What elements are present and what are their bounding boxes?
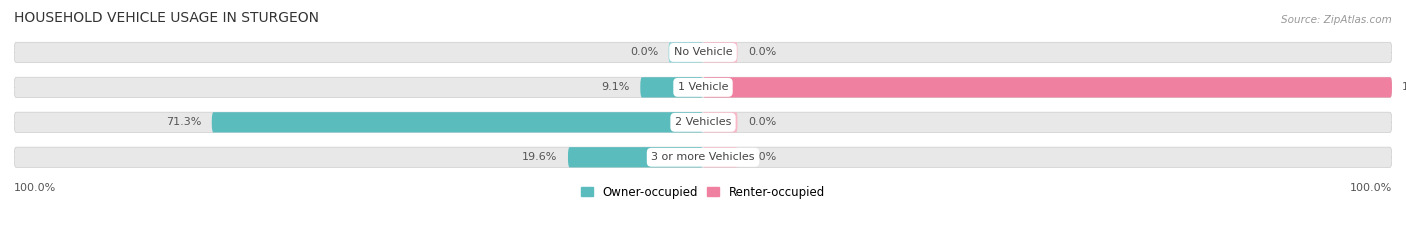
FancyBboxPatch shape xyxy=(568,147,703,167)
Text: 71.3%: 71.3% xyxy=(166,117,201,127)
Text: 0.0%: 0.0% xyxy=(748,152,776,162)
FancyBboxPatch shape xyxy=(703,147,738,167)
FancyBboxPatch shape xyxy=(14,77,1392,97)
Text: No Vehicle: No Vehicle xyxy=(673,48,733,57)
FancyBboxPatch shape xyxy=(640,77,703,97)
Text: HOUSEHOLD VEHICLE USAGE IN STURGEON: HOUSEHOLD VEHICLE USAGE IN STURGEON xyxy=(14,11,319,25)
FancyBboxPatch shape xyxy=(669,42,703,63)
FancyBboxPatch shape xyxy=(703,77,1392,97)
Text: 0.0%: 0.0% xyxy=(748,117,776,127)
Text: Source: ZipAtlas.com: Source: ZipAtlas.com xyxy=(1281,15,1392,25)
FancyBboxPatch shape xyxy=(703,42,738,63)
Text: 100.0%: 100.0% xyxy=(14,184,56,193)
Text: 1 Vehicle: 1 Vehicle xyxy=(678,82,728,92)
FancyBboxPatch shape xyxy=(212,112,703,132)
FancyBboxPatch shape xyxy=(703,112,738,132)
FancyBboxPatch shape xyxy=(14,42,1392,63)
Text: 100.0%: 100.0% xyxy=(1402,82,1406,92)
Text: 3 or more Vehicles: 3 or more Vehicles xyxy=(651,152,755,162)
Text: 9.1%: 9.1% xyxy=(602,82,630,92)
Text: 100.0%: 100.0% xyxy=(1350,184,1392,193)
Text: 0.0%: 0.0% xyxy=(630,48,658,57)
FancyBboxPatch shape xyxy=(14,112,1392,132)
Text: 2 Vehicles: 2 Vehicles xyxy=(675,117,731,127)
Text: 0.0%: 0.0% xyxy=(748,48,776,57)
Text: 19.6%: 19.6% xyxy=(522,152,558,162)
Legend: Owner-occupied, Renter-occupied: Owner-occupied, Renter-occupied xyxy=(576,181,830,203)
FancyBboxPatch shape xyxy=(14,147,1392,167)
